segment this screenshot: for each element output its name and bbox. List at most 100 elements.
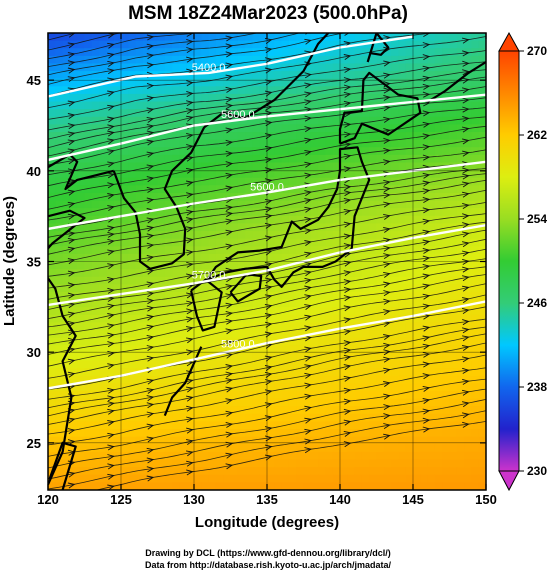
field-cell [201,40,210,49]
stream-arrowhead [146,186,155,193]
field-cell [405,147,414,156]
field-cell [194,406,202,415]
field-cell [427,223,436,232]
field-cell [376,352,385,362]
field-cell [223,406,232,415]
field-cell [464,444,472,453]
field-cell [172,86,180,95]
field-cell [303,86,312,95]
field-cell [106,429,115,438]
field-cell [405,322,414,331]
stream-arrowhead [225,127,234,134]
field-cell [267,467,275,476]
stream-arrowhead [67,311,76,318]
field-cell [77,177,86,186]
field-cell [128,467,137,476]
stream-arrowhead [422,417,431,424]
credit-line-2: Data from http://database.rish.kyoto-u.a… [145,560,392,570]
field-cell [267,124,275,133]
field-cell [62,276,71,285]
stream-arrowhead [461,389,470,396]
field-cell [434,33,443,42]
field-cell [237,436,246,445]
field-cell [48,345,56,354]
field-cell [478,390,486,400]
field-cell [478,352,486,362]
field-cell [150,330,159,339]
field-cell [449,55,458,65]
field-cell [456,345,465,354]
field-cell [121,482,129,490]
field-cell [164,322,173,331]
field-cell [142,246,151,255]
field-cell [288,132,297,141]
field-cell [245,231,253,240]
field-cell [223,421,232,430]
field-cell [449,467,458,476]
field-cell [456,223,465,232]
field-cell [99,185,107,194]
field-cell [398,337,407,346]
field-cell [194,71,202,80]
field-cell [121,444,129,453]
field-cell [288,284,297,293]
stream-arrowhead [304,304,312,310]
field-cell [310,299,319,308]
stream-arrowhead [343,77,352,83]
field-cell [456,444,465,453]
field-cell [434,330,443,339]
field-cell [135,291,144,301]
field-cell [84,390,93,400]
field-cell [391,132,399,141]
field-cell [194,390,202,400]
field-cell [150,185,159,194]
field-cell [281,147,290,156]
field-cell [354,307,363,316]
field-cell [128,406,137,415]
field-cell [391,383,399,392]
field-cell [274,124,283,133]
field-cell [449,330,458,339]
stream-arrowhead [304,115,312,122]
field-cell [420,375,429,384]
field-cell [223,284,232,293]
field-cell [413,398,421,407]
field-cell [383,368,392,377]
field-cell [274,238,283,247]
field-cell [150,261,159,270]
stream-arrowhead [422,343,431,350]
field-cell [215,48,224,57]
stream-arrowhead [422,239,431,246]
field-cell [208,101,217,110]
field-cell [121,48,129,57]
field-cell [113,48,122,57]
field-cell [427,48,436,57]
field-cell [303,451,312,461]
field-cell [383,215,392,225]
field-cell [383,139,392,148]
field-cell [142,78,151,87]
field-cell [369,63,378,72]
field-cell [157,269,166,278]
field-cell [478,360,486,369]
field-cell [361,352,370,362]
field-cell [48,71,56,80]
field-cell [215,467,224,476]
field-cell [230,253,239,263]
field-cell [471,390,480,400]
streamline [48,179,486,255]
field-cell [230,436,239,445]
field-cell [194,421,202,430]
field-cell [398,200,407,209]
field-cell [77,291,86,301]
field-cell [318,337,326,346]
field-cell [427,132,436,141]
field-cell [230,360,239,369]
field-cell [354,276,363,285]
field-cell [405,40,414,49]
field-cell [48,375,56,384]
field-cell [48,109,56,118]
field-cell [267,322,275,331]
field-cell [62,413,71,423]
